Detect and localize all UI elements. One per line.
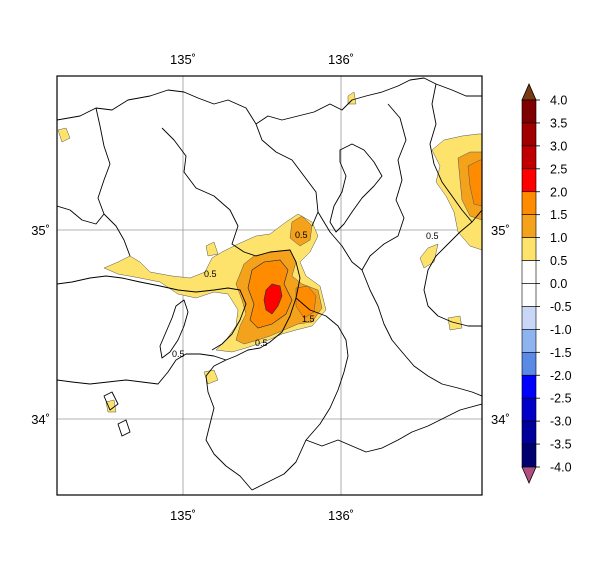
colorbar-segment <box>521 145 537 170</box>
anomaly-region-light-8 <box>205 241 219 257</box>
awaji-island <box>159 299 189 359</box>
colorbar-tick-label: -3.0 <box>550 415 572 429</box>
colorbar-tick-label: 2.5 <box>550 162 567 176</box>
colorbar-arrow-bottom <box>521 466 537 484</box>
coastline-osaka-bay <box>205 249 301 491</box>
contour-label-6: 0.5 <box>172 349 185 359</box>
colorbar-labels: 4.0 3.5 3.0 2.5 2.0 1.5 1.0 0.5 0.0 -0.5 -1.0 -1.5 -… <box>536 94 572 475</box>
anomaly-fill-layer <box>57 91 482 413</box>
map-panel: 0.5 0.5 0.5 1.5 0.5 0.5 135˚ 136˚ 135˚ 1… <box>31 52 510 523</box>
lake-biwa <box>329 143 383 233</box>
tick-label-right-35: 35˚ <box>491 223 510 238</box>
contour-label-1: 0.5 <box>204 269 217 279</box>
coastline-seto-north <box>57 275 247 351</box>
colorbar-segment <box>521 397 537 422</box>
tick-label-left-34: 34˚ <box>31 412 50 427</box>
colorbar-segment <box>521 237 537 261</box>
colorbar-segment <box>521 99 537 124</box>
boundary-mie-coast <box>361 269 482 397</box>
anomaly-region-light-6 <box>105 399 117 413</box>
contour-label-2: 0.5 <box>426 231 439 241</box>
colorbar-segment <box>521 306 537 330</box>
colorbar-segment <box>521 352 537 376</box>
boundary-kii-south <box>305 403 482 453</box>
colorbar-segment <box>521 374 537 399</box>
contour-line-1 <box>247 259 293 329</box>
coastline-ise-bay <box>423 209 482 327</box>
colorbar-arrow-top <box>521 83 537 101</box>
colorbar-tick-label: -2.5 <box>550 392 572 406</box>
island-small-1 <box>103 391 119 411</box>
boundary-layer <box>57 77 482 491</box>
coastline-north <box>57 77 482 125</box>
colorbar-segment <box>521 214 537 238</box>
colorbar-tick-label: -3.5 <box>550 438 572 452</box>
boundary-shiga-mie <box>317 103 407 271</box>
anomaly-region-light-3 <box>419 243 439 269</box>
map-frame <box>56 75 483 496</box>
contour-labels: 0.5 0.5 0.5 1.5 0.5 0.5 <box>172 230 439 359</box>
colorbar-tick-label: -4.0 <box>550 461 572 475</box>
colorbar-segment <box>521 191 537 215</box>
colorbar-tick-label: 1.0 <box>550 231 567 245</box>
colorbar-tick-label: 3.0 <box>550 139 567 153</box>
tick-label-top-135: 135˚ <box>170 52 196 67</box>
tick-label-bottom-136: 136˚ <box>328 508 354 523</box>
colorbar-tick-label: 4.0 <box>550 94 567 108</box>
boundary-wakayama <box>251 439 307 491</box>
tick-label-bottom-135: 135˚ <box>170 508 196 523</box>
tick-label-top-136: 136˚ <box>328 52 354 67</box>
colorbar: 4.0 3.5 3.0 2.5 2.0 1.5 1.0 0.5 0.0 -0.5 -1.0 -1.5 -… <box>521 83 572 484</box>
contour-label-4: 1.5 <box>302 314 315 324</box>
boundary-far-west <box>57 205 105 225</box>
anomaly-region-light-7 <box>347 91 357 105</box>
anomaly-region-strong-3 <box>467 159 482 207</box>
colorbar-tick-label: 0.5 <box>550 254 567 268</box>
boundary-aichi <box>429 83 473 223</box>
colorbar-segment <box>521 443 537 468</box>
colorbar-segment <box>521 420 537 445</box>
contour-label-5: 0.5 <box>295 230 308 240</box>
colorbar-segment <box>521 168 537 193</box>
colorbar-segment <box>521 260 537 284</box>
contour-lines <box>247 259 293 329</box>
colorbar-tick-label: 0.0 <box>550 277 567 291</box>
colorbar-tick-label: -2.0 <box>550 369 572 383</box>
boundary-west-hyogo <box>95 107 131 257</box>
colorbar-tick-label: 2.0 <box>550 185 567 199</box>
map-content: 0.5 0.5 0.5 1.5 0.5 0.5 <box>57 76 482 495</box>
tick-label-left-35: 35˚ <box>31 223 50 238</box>
colorbar-segments <box>521 99 537 468</box>
colorbar-tick-label: 1.5 <box>550 208 567 222</box>
tick-label-right-34: 34˚ <box>491 412 510 427</box>
colorbar-segment <box>521 329 537 353</box>
colorbar-tick-label: -1.5 <box>550 346 572 360</box>
anomaly-region-medium-2 <box>289 215 313 247</box>
anomaly-region-light-4 <box>57 127 71 143</box>
contour-label-3: 0.5 <box>255 338 268 348</box>
colorbar-tick-label: 3.5 <box>550 116 567 130</box>
colorbar-tick-label: -0.5 <box>550 300 572 314</box>
colorbar-segment <box>521 122 537 147</box>
colorbar-segment <box>521 283 537 307</box>
coastline-shikoku <box>57 353 227 385</box>
boundary-kyoto-shiga <box>255 123 319 227</box>
colorbar-tick-label: -1.0 <box>550 323 572 337</box>
boundary-hyogo-kyoto <box>161 127 245 253</box>
island-small-2 <box>117 419 131 437</box>
contour-line-2 <box>263 283 283 315</box>
boundary-nara <box>295 297 349 441</box>
